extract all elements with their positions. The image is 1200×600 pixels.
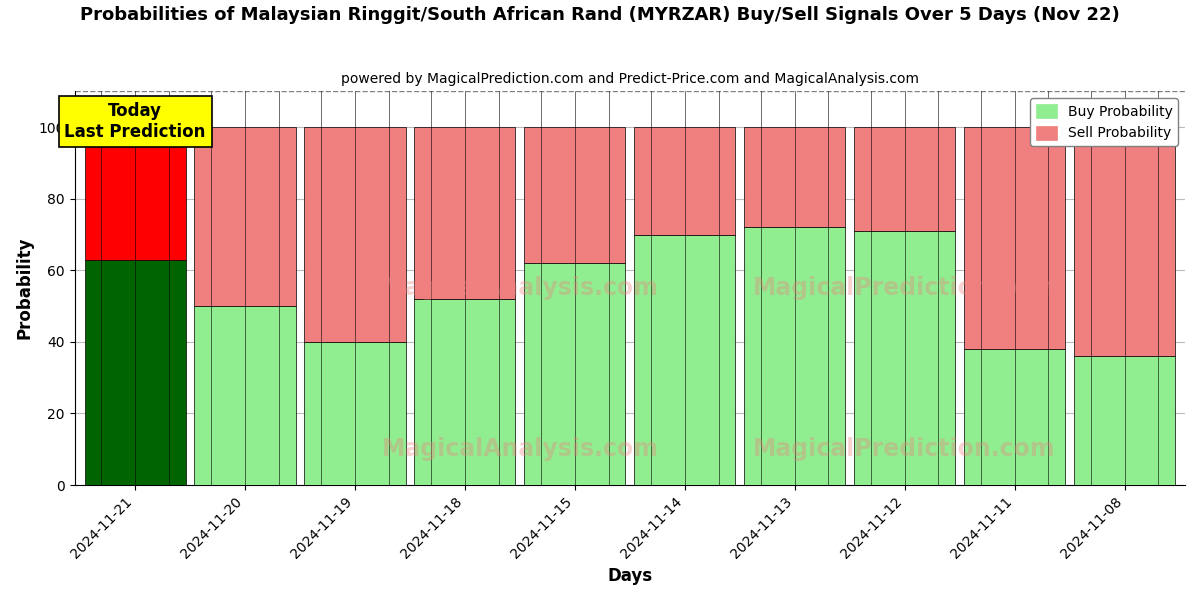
Bar xyxy=(524,127,625,263)
Text: Probabilities of Malaysian Ringgit/South African Rand (MYRZAR) Buy/Sell Signals : Probabilities of Malaysian Ringgit/South… xyxy=(80,6,1120,24)
Bar xyxy=(1074,127,1175,356)
Bar xyxy=(414,127,516,299)
Bar xyxy=(964,127,1066,349)
Text: MagicalAnalysis.com: MagicalAnalysis.com xyxy=(382,276,659,300)
Text: MagicalPrediction.com: MagicalPrediction.com xyxy=(754,276,1056,300)
Title: powered by MagicalPrediction.com and Predict-Price.com and MagicalAnalysis.com: powered by MagicalPrediction.com and Pre… xyxy=(341,72,919,86)
Bar xyxy=(1074,356,1175,485)
Bar xyxy=(305,127,406,342)
Bar xyxy=(524,263,625,485)
Bar xyxy=(414,299,516,485)
Bar xyxy=(84,260,186,485)
Text: MagicalPrediction.com: MagicalPrediction.com xyxy=(754,437,1056,461)
Bar xyxy=(635,127,736,235)
Bar xyxy=(854,127,955,231)
Bar xyxy=(194,127,295,306)
Bar xyxy=(305,342,406,485)
X-axis label: Days: Days xyxy=(607,567,653,585)
Bar xyxy=(194,306,295,485)
Y-axis label: Probability: Probability xyxy=(16,237,34,340)
Bar xyxy=(744,127,845,227)
Bar xyxy=(964,349,1066,485)
Bar xyxy=(84,127,186,260)
Bar xyxy=(854,231,955,485)
Bar xyxy=(635,235,736,485)
Legend: Buy Probability, Sell Probability: Buy Probability, Sell Probability xyxy=(1030,98,1178,146)
Text: MagicalAnalysis.com: MagicalAnalysis.com xyxy=(382,437,659,461)
Bar xyxy=(744,227,845,485)
Text: Today
Last Prediction: Today Last Prediction xyxy=(65,102,206,141)
